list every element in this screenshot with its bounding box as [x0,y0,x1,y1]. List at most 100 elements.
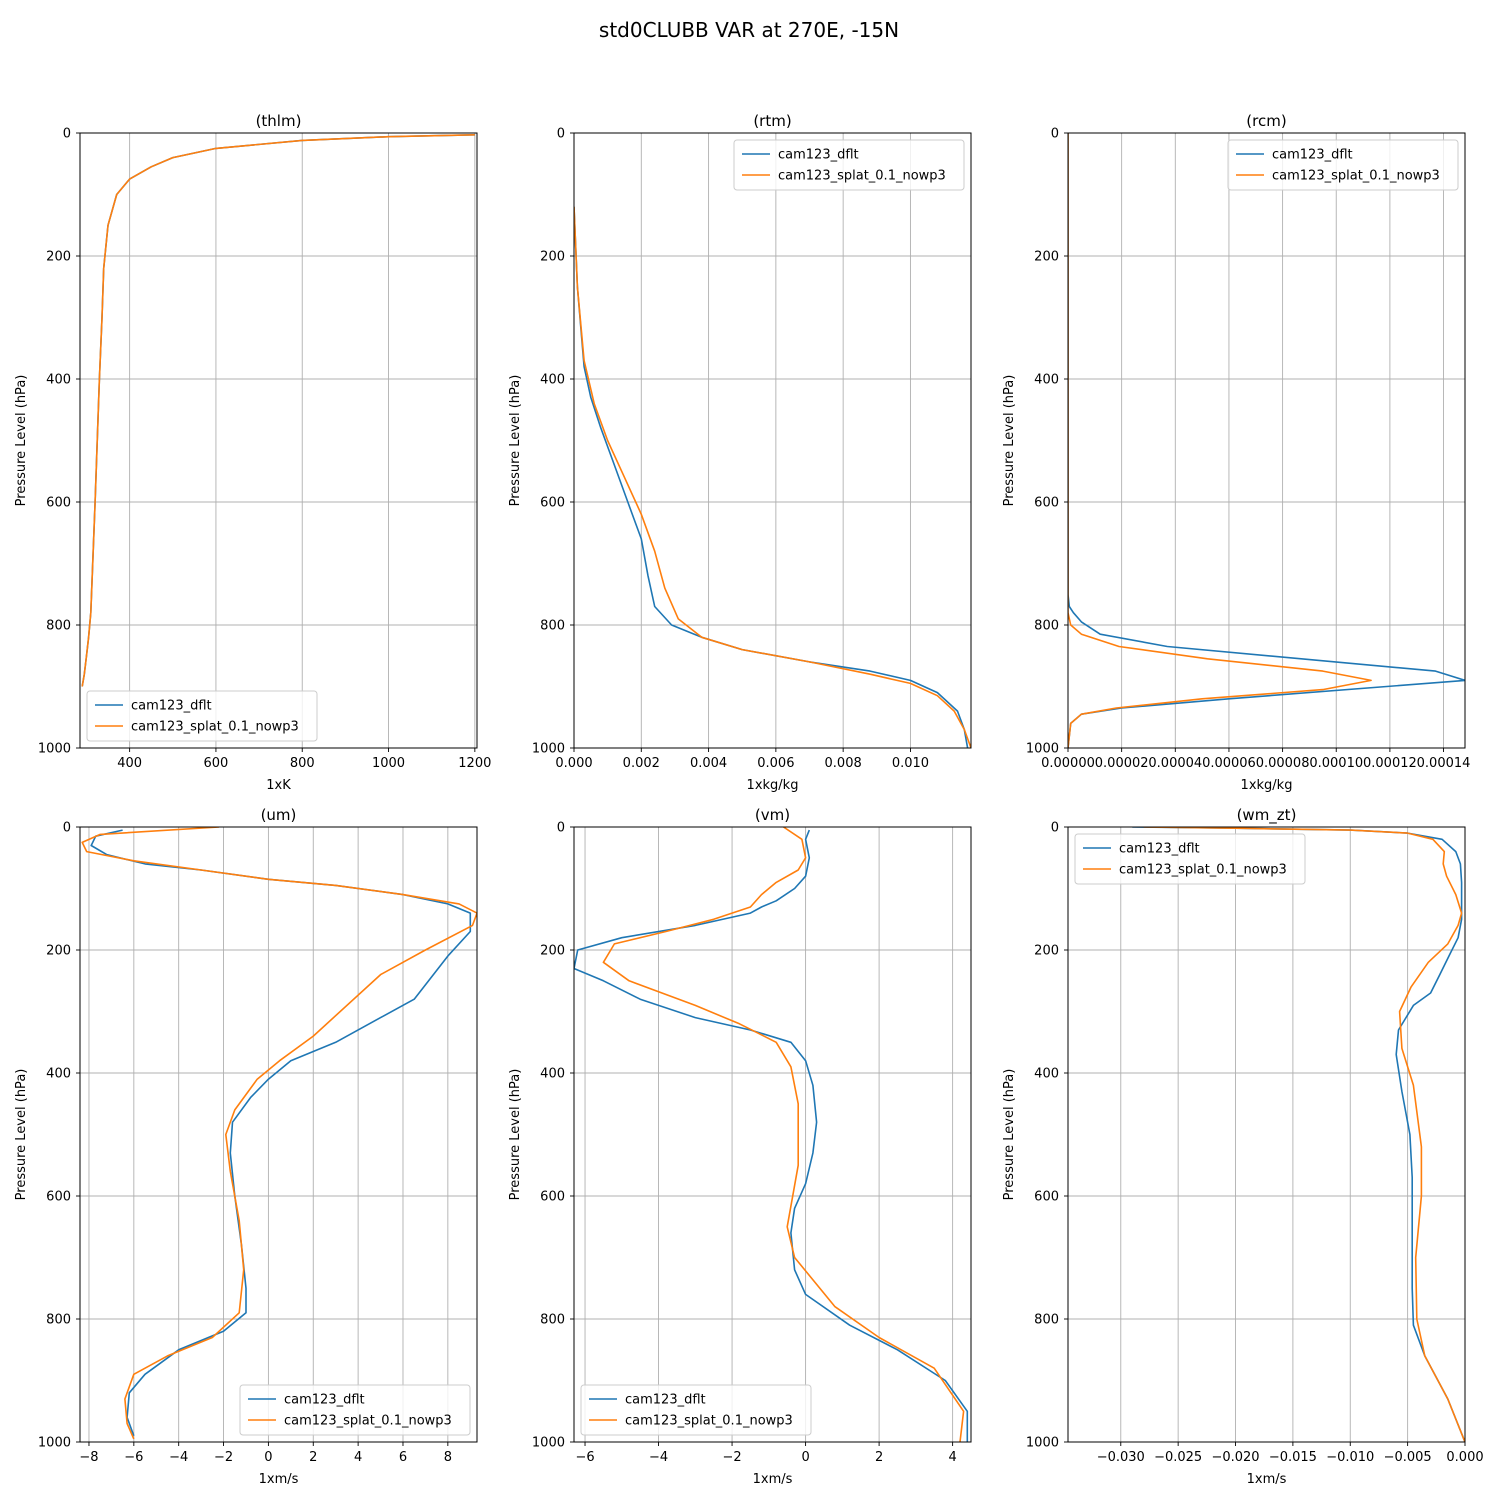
x-tick-label: −0.010 [1326,1450,1374,1465]
legend-label: cam123_splat_0.1_nowp3 [1272,169,1440,184]
x-tick-label: 0.004 [690,756,727,771]
series-line-cam123_splat_0.1_nowp3 [81,827,477,1440]
axes-frame [573,132,972,749]
x-tick-label: 400 [117,756,142,771]
legend-label: cam123_splat_0.1_nowp3 [625,1414,793,1429]
subplot-3: 0.00000 0.00002 0.00004 0.00006 0.00008 0.000… [1002,112,1470,793]
subplot-1: 400 600 800 1000 1200 0 200 400 600 800 1000 (thlm)… [14,112,491,793]
x-tick-label: 1200 [458,756,491,771]
x-tick-label: −0.020 [1211,1450,1259,1465]
x-tick-label: 0.00000 [1041,756,1095,771]
x-tick-label: 6 [399,1450,407,1465]
x-tick-label: −0.005 [1384,1450,1432,1465]
y-tick-label: 200 [1034,250,1059,265]
legend: cam123_dflt cam123_splat_0.1_nowp3 [580,1384,812,1436]
legend-frame [733,139,965,191]
axes-frame [573,826,972,1443]
legend: cam123_dflt cam123_splat_0.1_nowp3 [1227,139,1459,191]
x-tick-label: −8 [79,1450,98,1465]
y-axis-label: Pressure Level (hPa) [1002,1069,1017,1201]
x-tick-label: 0.00002 [1095,756,1149,771]
y-tick-label: 400 [46,1067,71,1082]
y-axis-label: Pressure Level (hPa) [14,375,29,507]
y-tick-label: 400 [1034,373,1059,388]
legend-label: cam123_dflt [284,1393,365,1408]
x-tick-label: −0.015 [1269,1450,1317,1465]
legend-label: cam123_dflt [131,699,212,714]
y-tick-label: 800 [540,619,565,634]
y-tick-label: 800 [46,1313,71,1328]
y-tick-label: 600 [540,496,565,511]
x-tick-label: −4 [169,1450,188,1465]
subplot-6: −0.030 −0.025 −0.020 −0.015 −0.010 −0.005 0.00… [1002,806,1484,1487]
x-axis-label: 1xK [266,778,291,793]
series-line-cam123_splat_0.1_nowp3 [1143,827,1465,1442]
legend-label: cam123_splat_0.1_nowp3 [131,720,299,735]
x-tick-label: 0.00012 [1363,756,1417,771]
x-tick-label: 600 [204,756,229,771]
legend: cam123_dflt cam123_splat_0.1_nowp3 [239,1384,471,1436]
y-tick-label: 0 [1051,821,1059,836]
subplot-title: (rcm) [1246,112,1286,130]
subplot-5: −6 −4 −2 0 2 4 0 200 400 600 800 1000 (vm) 1xm/s Press… [508,806,972,1487]
axes-frame [1067,132,1466,749]
legend-label: cam123_dflt [1119,842,1200,857]
y-axis-label: Pressure Level (hPa) [508,1069,523,1201]
y-tick-label: 1000 [1026,1436,1059,1451]
x-tick-label: 0.00006 [1202,756,1256,771]
legend-frame [86,690,318,742]
x-tick-label: 0 [801,1450,809,1465]
legend-label: cam123_dflt [625,1393,706,1408]
x-tick-label: 2 [875,1450,883,1465]
x-axis-label: 1xkg/kg [747,778,799,793]
x-tick-label: −6 [124,1450,143,1465]
y-tick-label: 200 [1034,944,1059,959]
y-tick-label: 600 [46,496,71,511]
axes-frame [79,132,478,749]
x-tick-label: −0.030 [1097,1450,1145,1465]
legend-label: cam123_splat_0.1_nowp3 [778,169,946,184]
y-tick-label: 1000 [38,742,71,757]
x-tick-label: 0.00014 [1417,756,1471,771]
series-line-cam123_dflt [1132,827,1465,1442]
y-tick-label: 1000 [532,742,565,757]
x-tick-label: 800 [290,756,315,771]
x-tick-label: 0.00008 [1256,756,1310,771]
y-tick-label: 800 [46,619,71,634]
series-line-cam123_splat_0.1_nowp3 [1068,133,1372,748]
x-axis-label: 1xm/s [1247,1472,1287,1487]
x-tick-label: 0.00010 [1309,756,1363,771]
subplot-title: (wm_zt) [1237,806,1297,825]
x-tick-label: 0.000 [555,756,592,771]
x-axis-label: 1xm/s [259,1472,299,1487]
x-tick-label: 0.008 [825,756,862,771]
x-tick-label: −2 [722,1450,741,1465]
figure-title: std0CLUBB VAR at 270E, -15N [599,18,899,42]
x-tick-label: −2 [214,1450,233,1465]
x-tick-label: 0.00004 [1148,756,1202,771]
legend: cam123_dflt cam123_splat_0.1_nowp3 [86,690,318,742]
legend-label: cam123_dflt [1272,148,1353,163]
y-tick-label: 400 [46,373,71,388]
legend-frame [1227,139,1459,191]
y-tick-label: 0 [63,821,71,836]
x-tick-label: −6 [575,1450,594,1465]
x-axis-label: 1xm/s [753,1472,793,1487]
y-tick-label: 600 [1034,1190,1059,1205]
y-tick-label: 200 [540,944,565,959]
legend-label: cam123_splat_0.1_nowp3 [284,1414,452,1429]
x-tick-label: 2 [309,1450,317,1465]
y-tick-label: 600 [1034,496,1059,511]
axes-frame [1067,826,1466,1443]
y-axis-label: Pressure Level (hPa) [508,375,523,507]
x-tick-label: 0.002 [623,756,660,771]
series-line-cam123_splat_0.1_nowp3 [602,827,965,1442]
legend-frame [580,1384,812,1436]
subplot-title: (um) [261,806,297,824]
legend-frame [239,1384,471,1436]
legend-label: cam123_dflt [778,148,859,163]
subplot-2: 0.000 0.002 0.004 0.006 0.008 0.010 0 200 400 600… [508,112,972,793]
series-line-cam123_splat_0.1_nowp3 [574,206,971,748]
legend-frame [1074,833,1306,885]
